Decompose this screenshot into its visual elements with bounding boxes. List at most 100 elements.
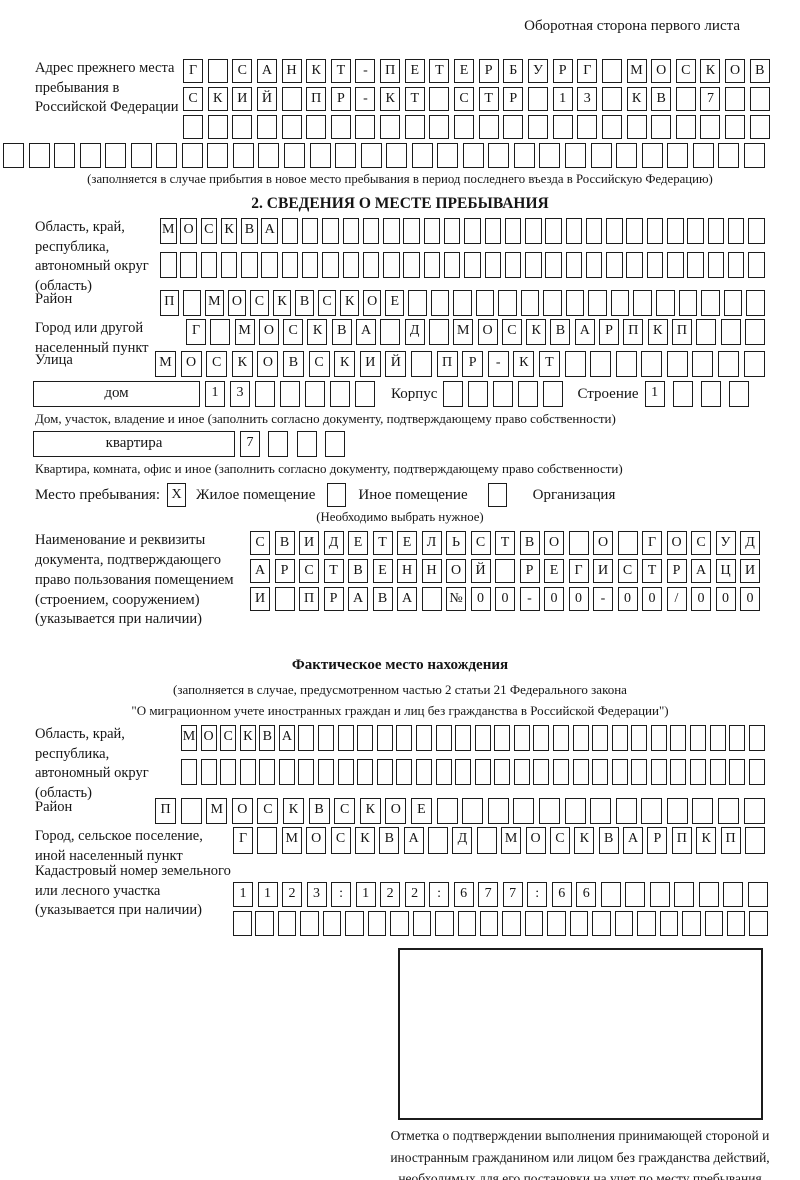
char-cell <box>545 251 562 278</box>
char-cell <box>357 724 374 751</box>
char-cell: О <box>666 531 687 556</box>
char-cell: М <box>155 350 176 377</box>
char-cell <box>357 758 374 785</box>
char-cell <box>428 318 449 345</box>
char-cell: В <box>308 797 330 824</box>
char-cell: - <box>355 87 376 111</box>
char-cell <box>651 115 672 139</box>
char-cell <box>182 289 202 316</box>
char-cell <box>727 251 745 278</box>
char-cell <box>268 431 289 458</box>
char-cell <box>454 115 475 139</box>
char-cell <box>726 910 746 936</box>
stamp-box <box>398 947 763 1120</box>
char-cell <box>403 217 420 244</box>
char-cell <box>300 910 319 936</box>
char-cell <box>156 143 178 168</box>
char-cell: М <box>181 724 197 751</box>
char-cell: Р <box>462 350 484 377</box>
char-cell <box>301 217 319 244</box>
char-cell <box>709 758 726 785</box>
char-cell <box>569 910 589 936</box>
char-cell <box>274 587 295 612</box>
char-cell <box>468 380 489 407</box>
char-cell <box>281 87 302 111</box>
char-cell: К <box>334 350 356 377</box>
char-cell: О <box>593 531 613 556</box>
fact-kadastr-row-2 <box>233 910 768 936</box>
char-cell: Г <box>186 318 206 345</box>
char-cell: Р <box>552 59 573 83</box>
char-cell: И <box>299 531 319 556</box>
char-cell <box>539 143 561 168</box>
char-cell: П <box>671 826 692 854</box>
char-cell <box>503 115 524 139</box>
char-cell: Д <box>740 531 760 556</box>
char-cell <box>692 350 714 377</box>
char-cell <box>538 797 560 824</box>
char-cell <box>625 881 646 907</box>
char-cell: Т <box>330 59 351 83</box>
char-cell: П <box>299 587 319 612</box>
char-cell: О <box>525 826 546 854</box>
char-cell <box>682 910 701 936</box>
dom-note: Дом, участок, владение и иное (заполнить… <box>35 410 616 426</box>
char-cell: К <box>696 826 717 854</box>
char-cell <box>383 217 400 244</box>
fact-raion-label: Район <box>35 798 73 815</box>
char-cell: С <box>317 289 337 316</box>
char-cell <box>423 251 441 278</box>
char-cell: И <box>359 350 381 377</box>
char-cell <box>637 910 656 936</box>
char-cell <box>429 115 450 139</box>
char-cell: Г <box>568 559 589 584</box>
char-cell <box>435 724 452 751</box>
char-cell <box>641 143 663 168</box>
char-cell <box>256 115 277 139</box>
char-cell: 1 <box>257 881 278 907</box>
char-cell: К <box>354 826 375 854</box>
char-cell <box>552 115 573 139</box>
char-cell: К <box>526 318 547 345</box>
char-cell <box>462 143 484 168</box>
char-cell <box>592 910 611 936</box>
char-cell <box>207 115 228 139</box>
char-cell: - <box>519 587 540 612</box>
char-cell: Ц <box>715 559 736 584</box>
char-cell <box>79 143 101 168</box>
char-cell <box>646 251 664 278</box>
char-cell: Г <box>233 826 253 854</box>
char-cell: В <box>749 59 770 83</box>
stroenie-cells: 1 <box>644 380 749 407</box>
char-cell <box>335 143 357 168</box>
char-cell <box>718 797 740 824</box>
char-cell <box>3 143 24 168</box>
char-cell <box>412 910 432 936</box>
char-cell <box>698 881 719 907</box>
option-zhiloe-label: Жилое помещение <box>196 487 316 504</box>
char-cell: И <box>250 587 270 612</box>
char-cell: О <box>362 289 382 316</box>
char-cell: М <box>160 217 177 244</box>
char-cell: Р <box>666 559 687 584</box>
mesto-block: Место пребывания: X Жилое помещение Иное… <box>0 482 800 508</box>
char-cell: 1 <box>205 380 225 407</box>
char-cell: В <box>372 587 393 612</box>
prev-address-note: (заполняется в случае прибытия в новое м… <box>87 172 713 186</box>
char-cell <box>631 758 648 785</box>
char-cell <box>474 724 491 751</box>
char-cell <box>617 531 638 556</box>
char-cell: П <box>720 826 741 854</box>
char-cell: 6 <box>576 881 597 907</box>
char-cell <box>565 143 587 168</box>
char-cell <box>415 758 432 785</box>
document-block: Наименование и реквизиты документа, подт… <box>0 531 800 649</box>
char-cell <box>572 758 589 785</box>
char-cell: К <box>647 318 668 345</box>
char-cell <box>337 724 354 751</box>
char-cell <box>210 318 231 345</box>
